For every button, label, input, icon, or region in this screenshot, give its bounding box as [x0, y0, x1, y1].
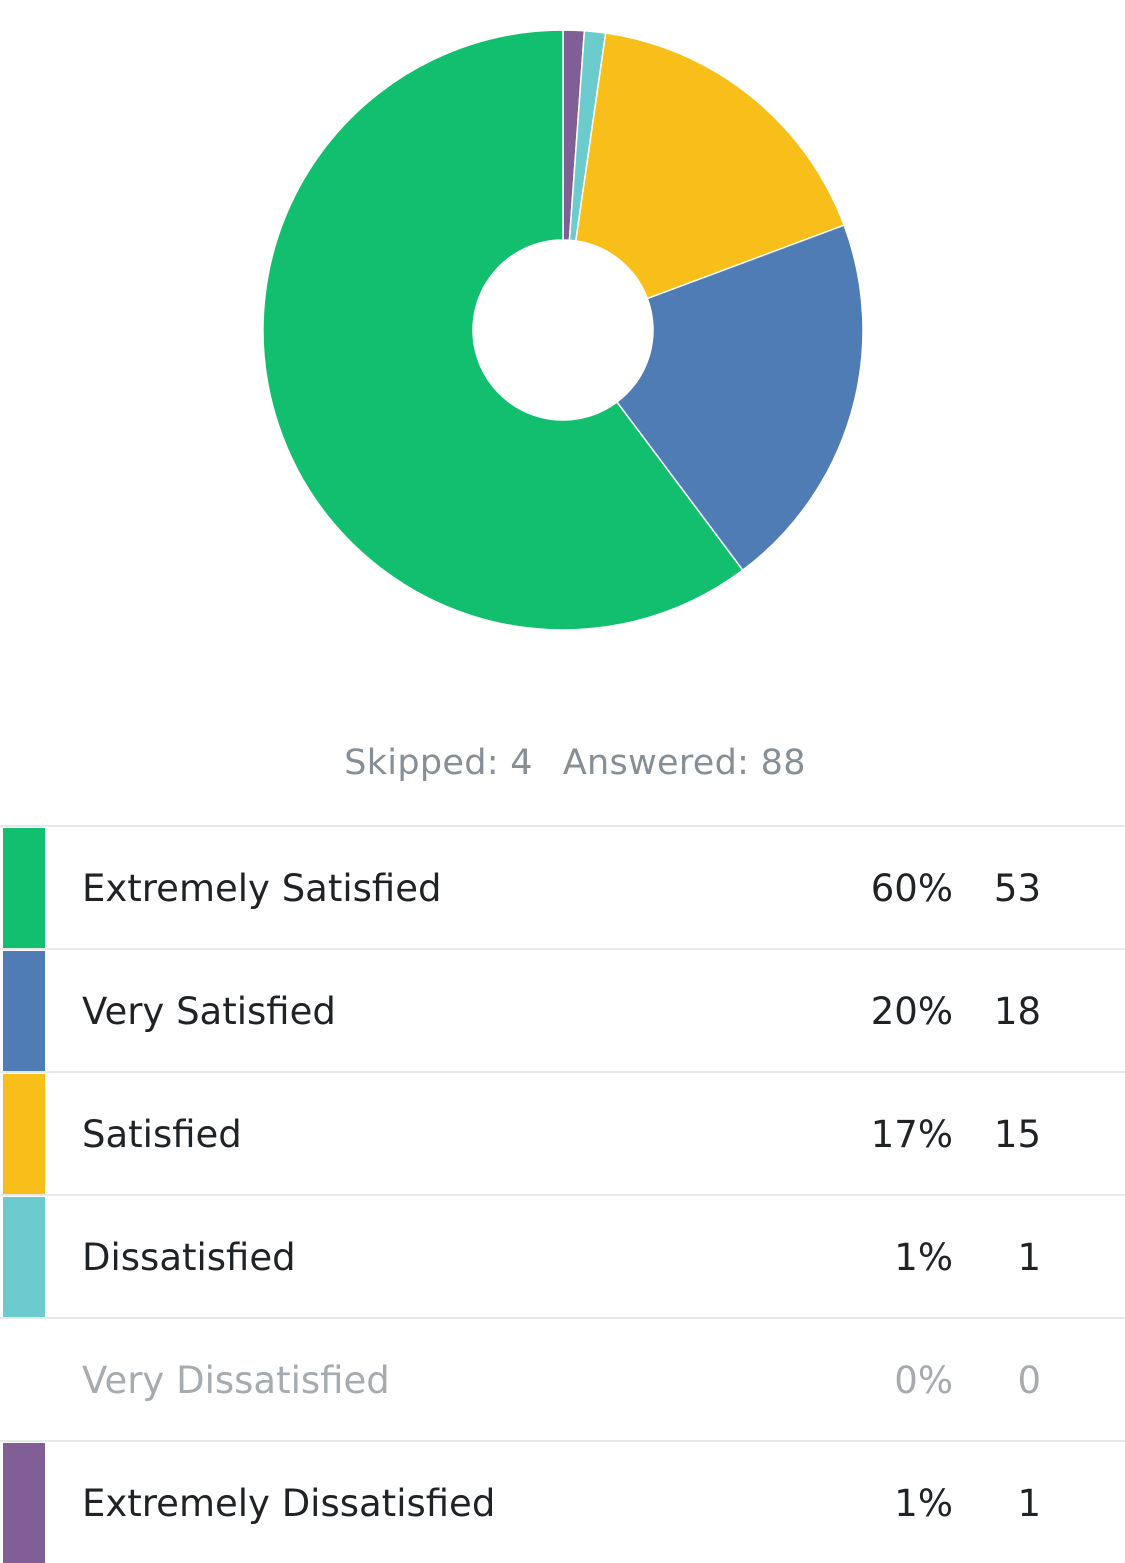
- legend-percent: 1%: [894, 1236, 953, 1279]
- legend-count: 53: [993, 867, 1041, 910]
- legend-percent: 1%: [894, 1482, 953, 1525]
- legend-percent: 60%: [870, 867, 953, 910]
- legend-swatch-very-satisfied: [3, 951, 45, 1071]
- legend-percent: 20%: [870, 990, 953, 1033]
- answered-count: Answered: 88: [562, 743, 806, 783]
- legend-table: Extremely Satisfied 60% 53 Very Satisfie…: [0, 825, 1125, 1563]
- legend-row-extremely-dissatisfied[interactable]: Extremely Dissatisfied 1% 1: [0, 1440, 1125, 1563]
- donut-chart: [0, 0, 1125, 700]
- legend-count: 1: [1017, 1236, 1041, 1279]
- legend-label: Very Dissatisfied: [82, 1359, 390, 1402]
- legend-label: Very Satisfied: [82, 990, 336, 1033]
- legend-swatch-extremely-dissatisfied: [3, 1443, 45, 1563]
- legend-count: 0: [1017, 1359, 1041, 1402]
- legend-row-satisfied[interactable]: Satisfied 17% 15: [0, 1071, 1125, 1194]
- legend-label: Extremely Dissatisfied: [82, 1482, 496, 1525]
- skipped-count: Skipped: 4: [344, 743, 533, 783]
- donut-chart-svg: [262, 29, 864, 631]
- legend-count: 1: [1017, 1482, 1041, 1525]
- legend-label: Dissatisfied: [82, 1236, 296, 1279]
- legend-swatch-dissatisfied: [3, 1197, 45, 1317]
- legend-row-very-dissatisfied[interactable]: Very Dissatisfied 0% 0: [0, 1317, 1125, 1440]
- legend-row-very-satisfied[interactable]: Very Satisfied 20% 18: [0, 948, 1125, 1071]
- legend-row-dissatisfied[interactable]: Dissatisfied 1% 1: [0, 1194, 1125, 1317]
- legend-count: 18: [993, 990, 1041, 1033]
- legend-label: Satisfied: [82, 1113, 242, 1156]
- legend-percent: 17%: [870, 1113, 953, 1156]
- legend-label: Extremely Satisfied: [82, 867, 442, 910]
- legend-swatch-extremely-satisfied: [3, 828, 45, 948]
- legend-row-extremely-satisfied[interactable]: Extremely Satisfied 60% 53: [0, 825, 1125, 948]
- response-summary: Skipped: 4 Answered: 88: [0, 743, 1125, 783]
- legend-swatch-satisfied: [3, 1074, 45, 1194]
- pie-slice-satisfied[interactable]: [574, 32, 846, 300]
- legend-count: 15: [993, 1113, 1041, 1156]
- pie-slice-extremely-satisfied[interactable]: [262, 29, 744, 631]
- legend-percent: 0%: [894, 1359, 953, 1402]
